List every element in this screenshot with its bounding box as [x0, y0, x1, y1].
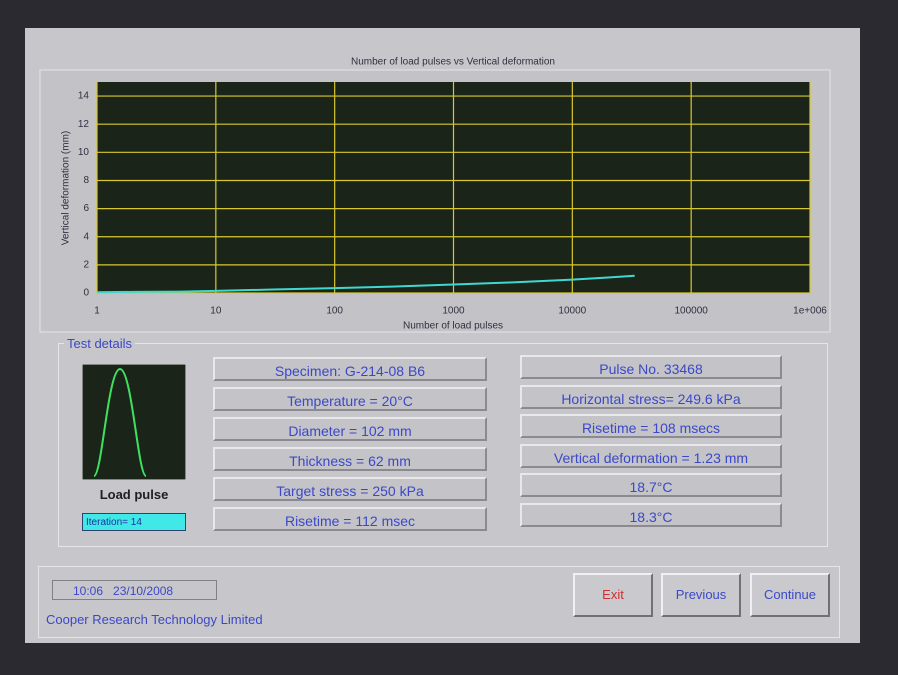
result-field: Risetime = 108 msecs	[520, 414, 782, 438]
y-axis-label: Vertical deformation (mm)	[61, 131, 72, 245]
y-tick-label: 10	[78, 147, 90, 158]
screen-photo: Number of load pulses vs Vertical deform…	[0, 0, 898, 675]
x-tick-label: 1	[94, 306, 100, 317]
button[interactable]: Exit	[573, 573, 653, 617]
result-field: Vertical deformation = 1.23 mm	[520, 444, 782, 468]
detail-field: Temperature = 20°C	[213, 387, 487, 411]
detail-field: Target stress = 250 kPa	[213, 477, 487, 501]
y-tick-label: 0	[83, 288, 89, 299]
chart: Number of load pulses vs Vertical deform…	[0, 0, 898, 340]
y-tick-label: 12	[78, 119, 90, 130]
result-field: Pulse No. 33468	[520, 355, 782, 379]
iteration-box: Iteration= 14	[82, 513, 186, 531]
button[interactable]: Continue	[750, 573, 830, 617]
detail-field: Risetime = 112 msec	[213, 507, 487, 531]
y-tick-label: 2	[83, 260, 89, 271]
result-field: Horizontal stress= 249.6 kPa	[520, 385, 782, 409]
x-tick-label: 1e+006	[793, 306, 827, 317]
load-pulse-plot	[82, 364, 186, 480]
y-tick-label: 8	[83, 175, 89, 186]
x-tick-label: 10	[210, 306, 222, 317]
detail-field: Diameter = 102 mm	[213, 417, 487, 441]
section-title: Test details	[64, 336, 135, 351]
x-tick-label: 1000	[442, 306, 465, 317]
result-field: 18.7°C	[520, 473, 782, 497]
company-name: Cooper Research Technology Limited	[46, 612, 263, 627]
x-axis-label: Number of load pulses	[403, 321, 503, 332]
y-tick-label: 6	[83, 203, 89, 214]
y-tick-label: 14	[78, 91, 90, 102]
detail-field: Thickness = 62 mm	[213, 447, 487, 471]
x-tick-label: 10000	[558, 306, 586, 317]
y-tick-label: 4	[83, 231, 89, 242]
result-field: 18.3°C	[520, 503, 782, 527]
load-pulse-label: Load pulse	[82, 487, 186, 502]
x-tick-label: 100	[326, 306, 343, 317]
x-tick-label: 100000	[674, 306, 708, 317]
detail-field: Specimen: G-214-08 B6	[213, 357, 487, 381]
chart-title: Number of load pulses vs Vertical deform…	[351, 57, 555, 68]
datetime-box: 10:06 23/10/2008	[52, 580, 217, 600]
button[interactable]: Previous	[661, 573, 741, 617]
